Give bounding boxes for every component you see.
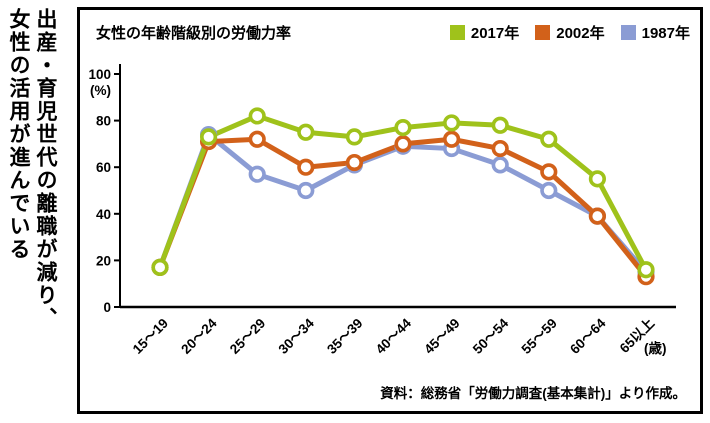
svg-text:(%): (%) xyxy=(90,83,111,98)
svg-text:(歳): (歳) xyxy=(644,340,667,356)
legend-item-2017年: 2017年 xyxy=(449,22,520,43)
legend-label: 1987年 xyxy=(641,25,690,42)
svg-text:15〜19: 15〜19 xyxy=(130,316,171,357)
chart-title: 女性の年齢階級別の労働力率 xyxy=(96,25,292,42)
svg-text:35〜39: 35〜39 xyxy=(324,316,365,357)
legend-swatch-2017年 xyxy=(449,25,465,40)
legend-label: 2017年 xyxy=(470,25,520,42)
svg-text:0: 0 xyxy=(103,300,111,315)
panel-header: 女性の年齢階級別の労働力率 2017年 2002年 1987年 xyxy=(96,22,690,43)
svg-text:50〜54: 50〜54 xyxy=(470,315,512,357)
legend-item-1987年: 1987年 xyxy=(620,22,690,43)
headline-line-2: 女性の活用が進んでいる xyxy=(7,8,30,261)
legend-swatch-1987年 xyxy=(620,25,636,40)
svg-text:40〜44: 40〜44 xyxy=(373,315,415,357)
legend-swatch-2002年 xyxy=(535,25,551,40)
svg-text:25〜29: 25〜29 xyxy=(227,316,268,357)
svg-text:60: 60 xyxy=(96,160,111,175)
svg-text:60〜64: 60〜64 xyxy=(567,315,609,357)
headline-vertical: 出産・育児世代の離職が減り、 女性の活用が進んでいる xyxy=(5,8,59,416)
line-chart: 0 20 40 60 80 100(%) 15〜19 20〜24 25〜29 30〜34 35〜39… xyxy=(88,64,676,357)
svg-text:20〜24: 20〜24 xyxy=(178,315,220,357)
svg-text:100: 100 xyxy=(88,67,111,82)
chart-panel: 女性の年齢階級別の労働力率 2017年 2002年 1987年 0 20 40 60 80 1… xyxy=(77,7,703,414)
svg-text:30〜34: 30〜34 xyxy=(276,315,318,357)
svg-text:20: 20 xyxy=(96,253,111,268)
legend: 2017年 2002年 1987年 xyxy=(449,22,690,43)
svg-text:80: 80 xyxy=(96,114,111,129)
headline-line-1: 出産・育児世代の離職が減り、 xyxy=(34,8,57,330)
source-note: 資料：総務省「労働力調査(基本集計)」より作成。 xyxy=(380,386,686,401)
legend-item-2002年: 2002年 xyxy=(535,22,605,43)
svg-text:40: 40 xyxy=(96,207,111,222)
svg-text:45〜49: 45〜49 xyxy=(421,316,462,357)
svg-text:55〜59: 55〜59 xyxy=(519,316,560,357)
legend-label: 2002年 xyxy=(556,25,605,42)
